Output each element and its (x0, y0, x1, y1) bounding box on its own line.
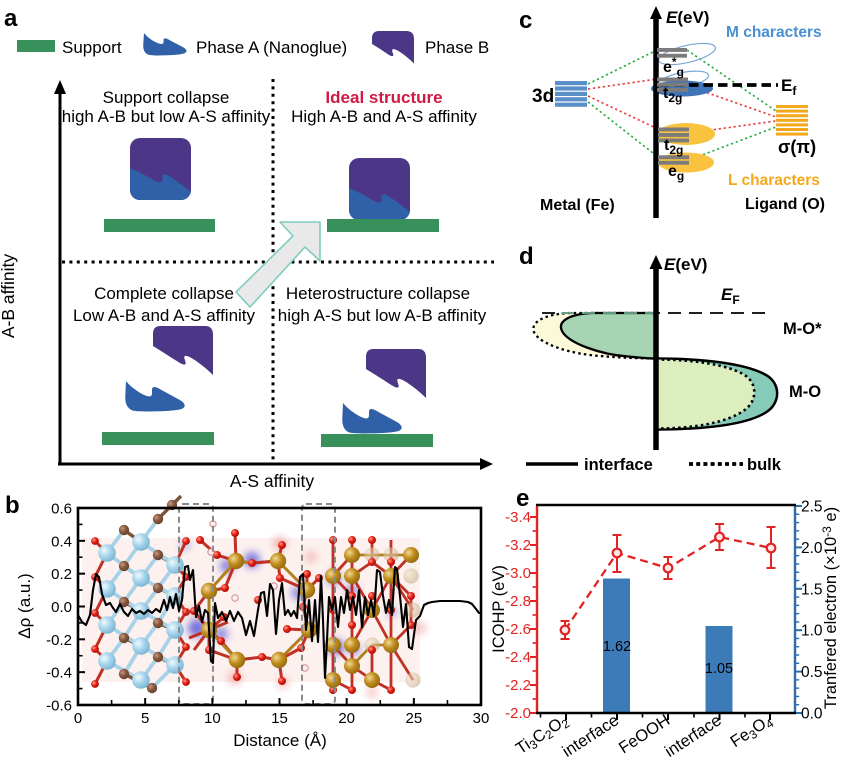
svg-text:-0.6: -0.6 (46, 697, 72, 714)
svg-text:Metal (Fe): Metal (Fe) (540, 197, 615, 214)
svg-text:0.6: 0.6 (51, 501, 72, 518)
svg-text:M-O: M-O (789, 383, 821, 401)
svg-text:Heterostructure collapse: Heterostructure collapse (286, 284, 470, 303)
svg-text:2.0: 2.0 (801, 540, 823, 557)
svg-text:1.62: 1.62 (603, 639, 631, 655)
svg-text:Phase A (Nanoglue): Phase A (Nanoglue) (196, 38, 347, 57)
svg-text:1.05: 1.05 (705, 661, 733, 677)
svg-text:-3.4: -3.4 (505, 509, 531, 526)
svg-text:high A-B but low A-S affinity: high A-B but low A-S affinity (62, 107, 271, 126)
svg-text:ICOHP (eV): ICOHP (eV) (490, 565, 508, 653)
svg-text:M characters: M characters (726, 24, 822, 41)
svg-text:1.5: 1.5 (801, 581, 823, 598)
svg-text:20: 20 (338, 710, 355, 727)
svg-text:-2.8: -2.8 (505, 593, 531, 610)
svg-text:E(eV): E(eV) (666, 8, 709, 27)
svg-text:-2.4: -2.4 (505, 649, 531, 666)
svg-text:Tranfered electron (×10-3 e): Tranfered electron (×10-3 e) (820, 507, 840, 709)
svg-text:0.2: 0.2 (51, 566, 72, 583)
svg-text:0.4: 0.4 (51, 533, 72, 550)
svg-text:2.5: 2.5 (801, 499, 823, 516)
svg-text:interface: interface (584, 456, 653, 474)
svg-text:b: b (5, 492, 20, 519)
svg-text:A-S affinity: A-S affinity (230, 471, 315, 491)
svg-text:Ideal structure: Ideal structure (325, 88, 442, 107)
svg-text:Complete collapse: Complete collapse (94, 284, 234, 303)
svg-text:Distance (Å): Distance (Å) (233, 731, 327, 750)
svg-text:Δρ (a.u.): Δρ (a.u.) (15, 573, 34, 638)
svg-text:L characters: L characters (728, 172, 820, 189)
svg-text:Support: Support (62, 38, 122, 57)
svg-text:M-O*: M-O* (783, 320, 822, 338)
svg-text:30: 30 (473, 710, 490, 727)
svg-text:e: e (516, 485, 529, 512)
svg-text:0.0: 0.0 (801, 706, 823, 723)
svg-text:d: d (519, 243, 534, 270)
svg-text:0.5: 0.5 (801, 664, 823, 681)
svg-text:bulk: bulk (747, 456, 782, 474)
svg-text:EF: EF (721, 285, 740, 307)
svg-text:-3.0: -3.0 (505, 565, 531, 582)
svg-text:25: 25 (406, 710, 423, 727)
svg-text:Support collapse: Support collapse (103, 88, 230, 107)
svg-text:-2.0: -2.0 (505, 705, 531, 722)
svg-text:Phase B: Phase B (425, 38, 489, 57)
svg-text:-2.2: -2.2 (505, 677, 531, 694)
svg-text:0: 0 (74, 710, 82, 727)
svg-text:Low A-B and A-S affinity: Low A-B and A-S affinity (73, 306, 256, 325)
svg-text:Ligand (O): Ligand (O) (745, 196, 825, 213)
svg-text:E(eV): E(eV) (664, 255, 707, 274)
svg-text:3d: 3d (532, 86, 554, 107)
svg-text:a: a (4, 5, 18, 32)
svg-text:σ(π): σ(π) (778, 137, 816, 157)
svg-text:0.0: 0.0 (51, 599, 72, 616)
svg-text:-0.4: -0.4 (46, 665, 72, 682)
svg-text:10: 10 (204, 710, 221, 727)
svg-text:-2.6: -2.6 (505, 621, 531, 638)
svg-text:-0.2: -0.2 (46, 632, 72, 649)
svg-text:A-B affinity: A-B affinity (0, 254, 18, 339)
svg-text:15: 15 (271, 710, 288, 727)
svg-text:5: 5 (141, 710, 149, 727)
svg-text:c: c (519, 7, 532, 34)
svg-text:-3.2: -3.2 (505, 537, 531, 554)
svg-text:1.0: 1.0 (801, 623, 823, 640)
svg-text:High A-B and A-S affinity: High A-B and A-S affinity (291, 107, 477, 126)
svg-text:high A-S but low A-B affinity: high A-S but low A-B affinity (278, 306, 487, 325)
